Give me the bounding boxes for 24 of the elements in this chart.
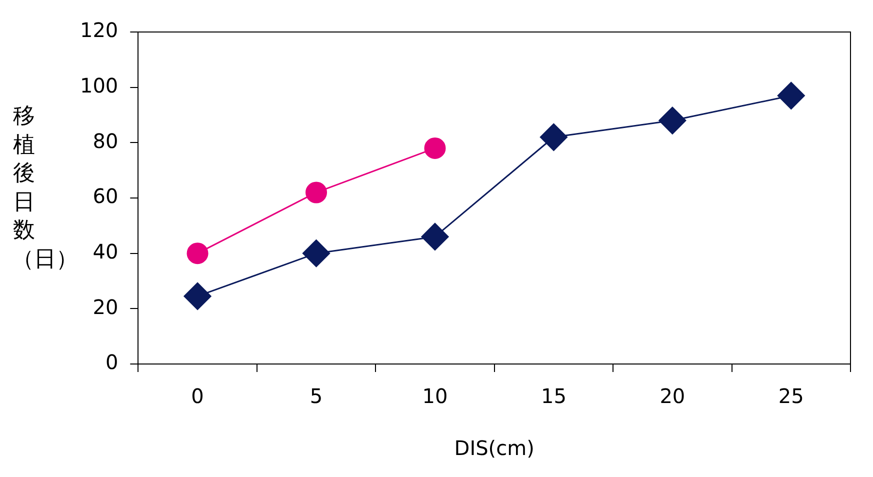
y-tick-label: 100	[80, 74, 118, 98]
x-tick-label: 5	[310, 384, 323, 408]
point	[777, 82, 805, 110]
point	[302, 240, 330, 268]
x-tick-label: 0	[191, 384, 204, 408]
y-tick-label: 20	[92, 294, 118, 319]
point	[306, 182, 328, 204]
point	[421, 222, 449, 250]
x-tick-label: 15	[540, 384, 566, 408]
y-tick-label: 120	[80, 18, 118, 42]
point	[658, 106, 686, 134]
point	[184, 282, 212, 310]
point	[424, 137, 446, 159]
y-tick-label: 40	[92, 240, 118, 264]
y-tick-label: 60	[92, 184, 118, 208]
x-tick-label: 25	[778, 384, 804, 408]
y-axis-title: 移植後日数（日）	[12, 103, 78, 274]
y-tick-label: 0	[105, 350, 118, 374]
point	[186, 242, 208, 264]
x-tick-label: 10	[422, 384, 448, 408]
point	[540, 123, 568, 151]
y-tick-label: 80	[92, 128, 118, 153]
x-axis-title: DIS(cm)	[454, 436, 534, 460]
x-tick-label: 20	[660, 384, 686, 408]
